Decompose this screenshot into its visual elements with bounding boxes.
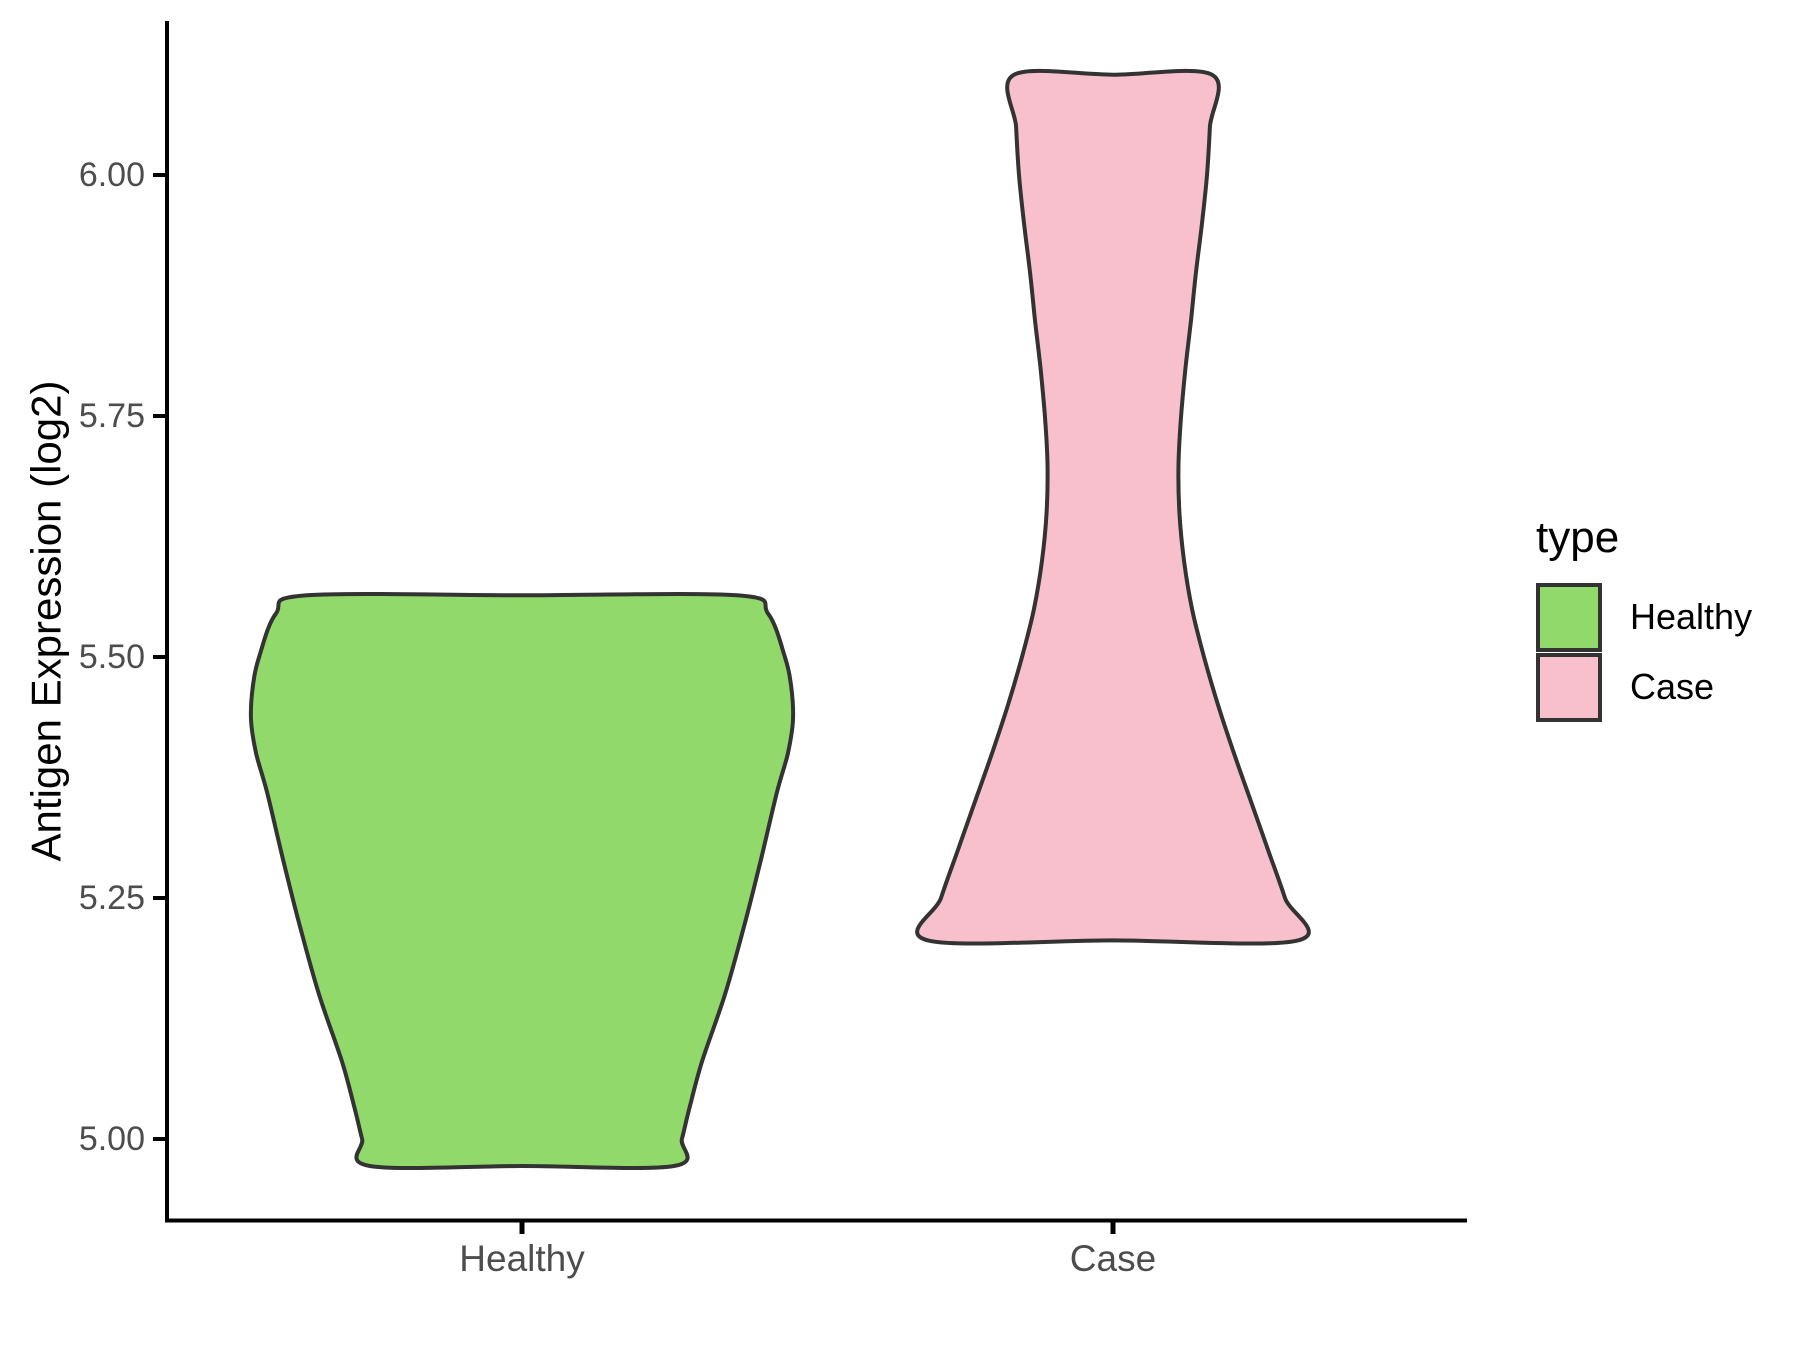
x-tick-label-case: Case [1070, 1238, 1156, 1279]
y-tick-label: 5.00 [79, 1120, 145, 1158]
y-tick-label: 5.75 [79, 397, 145, 435]
legend-title: type [1536, 513, 1620, 562]
y-tick-label: 6.00 [79, 156, 145, 194]
legend-item-healthy: Healthy [1536, 582, 1752, 652]
violins-group [248, 68, 1311, 1170]
y-axis-ticks-group: 6.00 5.75 5.50 5.25 5.00 [79, 156, 167, 1158]
x-axis-ticks-group: Healthy Case [459, 1222, 1156, 1279]
y-tick-label: 5.25 [79, 879, 145, 917]
legend-label: Case [1630, 666, 1715, 707]
legend: type Healthy Case [1536, 516, 1752, 722]
legend-item-case: Case [1536, 652, 1752, 722]
legend-key-case [1536, 652, 1602, 722]
legend-items: Healthy Case [1536, 582, 1752, 722]
legend-label: Healthy [1630, 596, 1753, 637]
violin-healthy [248, 591, 796, 1170]
y-tick-label: 5.50 [79, 638, 145, 676]
legend-key-healthy [1536, 582, 1602, 652]
x-tick-label-healthy: Healthy [459, 1238, 585, 1279]
y-axis-title: Antigen Expression (log2) [23, 381, 70, 862]
violin-case [915, 68, 1311, 946]
